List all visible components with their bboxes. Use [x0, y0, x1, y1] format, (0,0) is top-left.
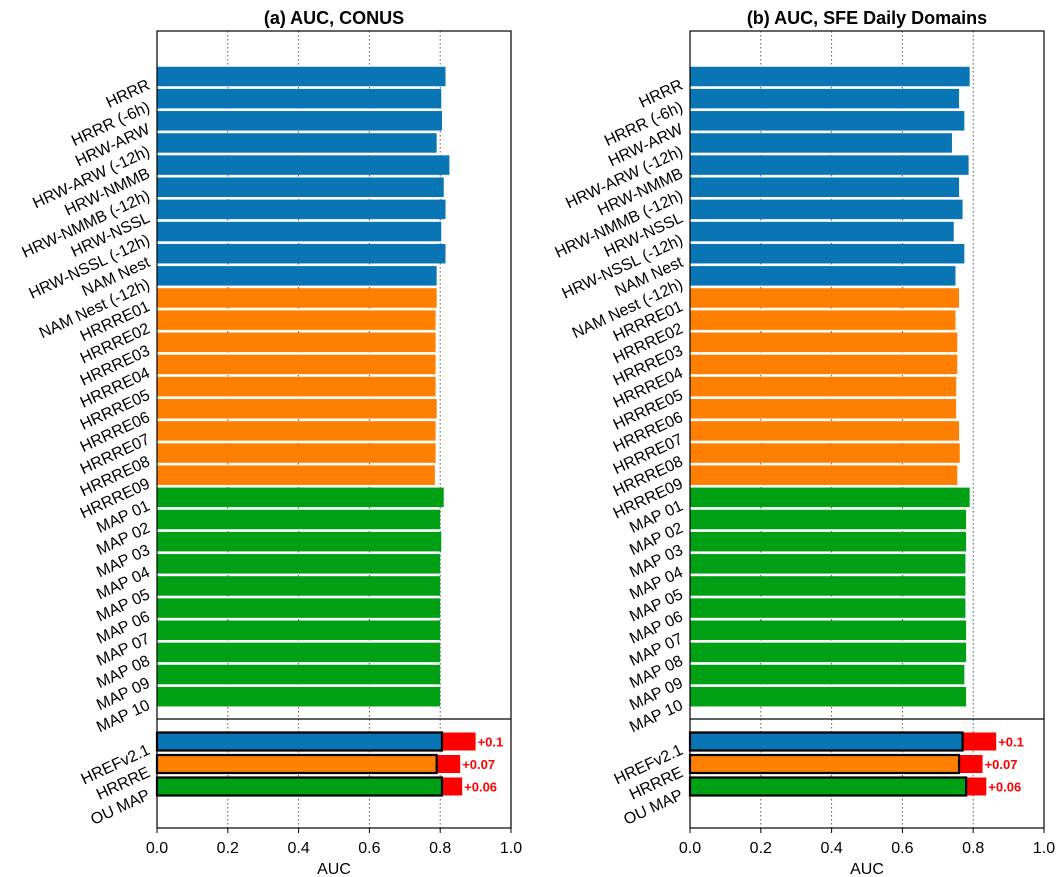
x-tick-label: 1.0	[1033, 840, 1055, 857]
bar-model	[690, 221, 954, 242]
delta-bar	[436, 755, 461, 773]
bar-model	[157, 88, 442, 109]
x-tick-label: 0.8	[962, 840, 984, 857]
x-axis-label: AUC	[317, 861, 351, 877]
bar-model	[690, 133, 952, 153]
x-tick-label: 0.2	[217, 840, 239, 857]
bar-hrrre	[690, 354, 958, 375]
x-tick-label: 0.4	[287, 840, 309, 857]
bar-hrrre	[157, 376, 436, 397]
bar-hrrre	[157, 421, 436, 441]
bar-map	[157, 554, 441, 574]
bar-model	[690, 155, 969, 175]
delta-label: +0.06	[988, 780, 1021, 795]
bar-hrrre	[690, 443, 960, 463]
bar-map	[157, 576, 441, 596]
bar-map	[690, 664, 965, 685]
bar-model	[690, 266, 956, 286]
delta-bar	[441, 732, 476, 751]
x-tick-label: 0.6	[891, 840, 913, 857]
bar-map	[157, 531, 442, 552]
bar-map	[157, 487, 444, 508]
ensemble-bar-map	[155, 776, 444, 797]
bar-model	[690, 88, 960, 109]
bar-map	[157, 598, 441, 618]
x-axis-label: AUC	[850, 861, 884, 877]
panel-b-sfe-daily-domains: (b) AUC, SFE Daily Domains AUC HRRRHRRR …	[553, 8, 1056, 877]
bar-map	[690, 686, 967, 707]
bar-model	[157, 66, 446, 87]
delta-label: +0.1	[478, 735, 504, 750]
x-tick-label: 0.0	[679, 840, 701, 857]
x-tick-label: 0.0	[146, 840, 168, 857]
bar-model	[690, 199, 963, 220]
bar-map	[690, 620, 967, 640]
bar-map	[157, 642, 441, 663]
bar-model	[157, 199, 446, 220]
bar-model	[157, 243, 446, 264]
bar-map	[157, 664, 441, 685]
delta-label: +0.07	[462, 757, 495, 772]
delta-label: +0.1	[998, 735, 1024, 750]
bar-map	[157, 686, 441, 707]
bar-model	[157, 155, 450, 175]
panel-title: (b) AUC, SFE Daily Domains	[747, 8, 987, 28]
bar-hrrre	[690, 310, 956, 330]
x-tick-label: 0.2	[750, 840, 772, 857]
bar-map	[690, 487, 970, 508]
delta-bar	[962, 732, 997, 751]
bar-hrrre	[690, 332, 958, 353]
bar-hrrre	[157, 465, 435, 485]
bar-hrrre	[157, 399, 437, 419]
bar-model	[690, 66, 970, 87]
plot-frame	[689, 30, 1045, 829]
bar-hrrre	[690, 376, 957, 397]
plot-frame	[156, 30, 512, 829]
x-tick-label: 0.8	[429, 840, 451, 857]
bar-hrrre	[157, 310, 436, 330]
panel-title: (a) AUC, CONUS	[264, 8, 404, 28]
bar-model	[157, 221, 442, 242]
bar-hrrre	[157, 354, 436, 375]
ensemble-bar-hrrre	[688, 753, 961, 775]
bar-hrrre	[157, 443, 436, 463]
bar-map	[157, 509, 441, 530]
ensemble-bar-model	[155, 731, 444, 752]
bar-map	[157, 620, 441, 640]
bar-map	[690, 554, 966, 574]
ensemble-bar-hrrre	[155, 753, 438, 775]
bar-map	[690, 531, 967, 552]
x-tick-label: 0.6	[358, 840, 380, 857]
bar-hrrre	[690, 465, 958, 485]
ensemble-bar-map	[688, 776, 968, 797]
bar-model	[690, 243, 965, 264]
bar-model	[690, 111, 965, 131]
delta-bar	[441, 777, 463, 796]
bar-model	[157, 111, 442, 131]
bar-hrrre	[690, 421, 960, 441]
delta-bar	[966, 777, 987, 796]
bar-model	[690, 177, 960, 197]
delta-label: +0.07	[985, 757, 1018, 772]
bar-map	[690, 509, 967, 530]
x-tick-label: 0.4	[820, 840, 842, 857]
bar-hrrre	[157, 288, 437, 308]
x-tick-label: 1.0	[500, 840, 522, 857]
bar-map	[690, 576, 966, 596]
bar-model	[157, 266, 437, 286]
bar-hrrre	[690, 399, 957, 419]
bar-hrrre	[157, 332, 436, 353]
ensemble-bar-model	[688, 731, 964, 752]
bar-model	[157, 177, 444, 197]
bar-hrrre	[690, 288, 960, 308]
bar-map	[690, 642, 967, 663]
bar-map	[690, 598, 966, 618]
delta-bar	[959, 755, 983, 773]
delta-label: +0.06	[464, 780, 497, 795]
bar-model	[157, 133, 437, 153]
